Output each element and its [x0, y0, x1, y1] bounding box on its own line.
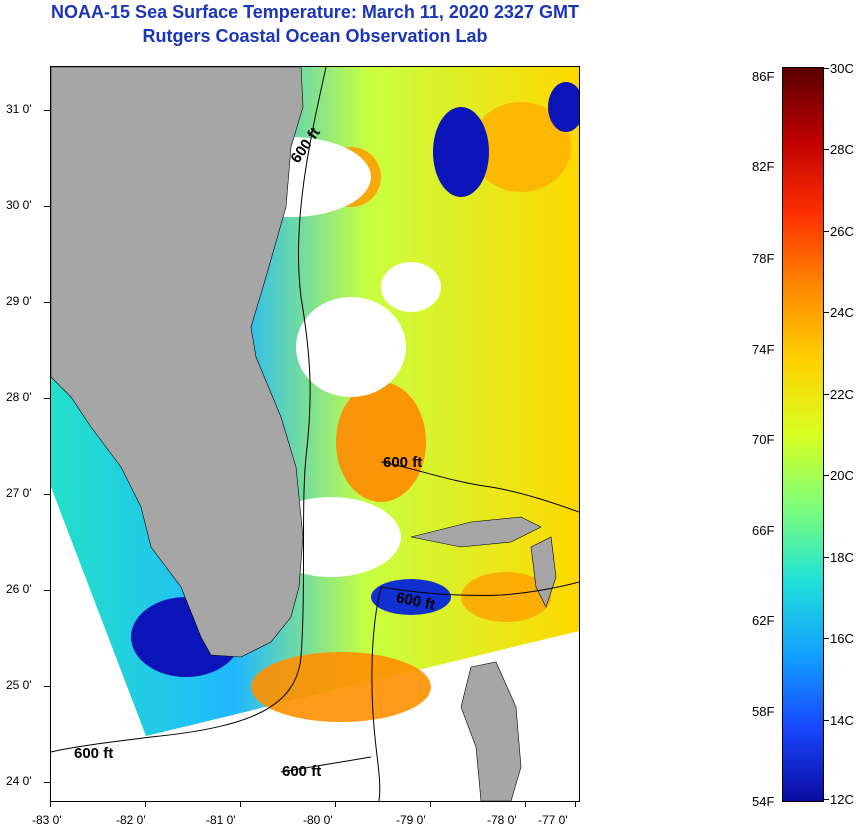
- contour-label-600ft: 600 ft: [282, 763, 322, 780]
- contour-line: [280, 756, 372, 773]
- colorbar-f-label: 74F: [752, 342, 775, 357]
- lat-tick-label: 30 0': [6, 198, 32, 212]
- colorbar-f-label: 70F: [752, 432, 775, 447]
- temperature-colorbar: [782, 67, 824, 802]
- lon-tick-label: -79 0': [396, 813, 426, 827]
- warm-patch: [336, 382, 426, 502]
- lon-tick-label: -81 0': [206, 813, 236, 827]
- grand-bahama-island: [410, 516, 542, 548]
- sst-map: 600 ft 600 ft 600 ft 600 ft 600 ft: [50, 66, 580, 802]
- chart-subtitle: Rutgers Coastal Ocean Observation Lab: [142, 26, 488, 46]
- colorbar-f-label: 62F: [752, 613, 775, 628]
- abaco-island: [530, 536, 557, 608]
- cold-patch: [371, 579, 451, 615]
- colorbar-c-label: 22C: [830, 387, 854, 402]
- colorbar-f-label: 58F: [752, 704, 775, 719]
- warm-patch: [461, 572, 551, 622]
- colorbar-f-label: 66F: [752, 523, 775, 538]
- warm-patch: [251, 652, 431, 722]
- lat-tick-label: 27 0': [6, 486, 32, 500]
- colorbar-c-label: 24C: [830, 305, 854, 320]
- contour-line: [51, 67, 327, 753]
- lat-tick-label: 25 0': [6, 678, 32, 692]
- contour-line: [380, 461, 579, 513]
- colorbar-f-label: 54F: [752, 794, 775, 809]
- lat-tick-label: 26 0': [6, 582, 32, 596]
- lat-tick-label: 24 0': [6, 774, 32, 788]
- contour-label-600ft: 600 ft: [74, 745, 114, 762]
- cloud-patch: [296, 297, 406, 397]
- lon-tick-label: -82 0': [116, 813, 146, 827]
- colorbar-c-label: 30C: [830, 61, 854, 76]
- lon-tick-label: -80 0': [303, 813, 333, 827]
- colorbar-f-label: 78F: [752, 251, 775, 266]
- colorbar-c-label: 18C: [830, 550, 854, 565]
- lon-tick-label: -78 0': [487, 813, 517, 827]
- lat-tick-label: 29 0': [6, 294, 32, 308]
- colorbar-c-label: 12C: [830, 792, 854, 807]
- lon-tick-label: -83 0': [32, 813, 62, 827]
- colorbar-c-label: 16C: [830, 631, 854, 646]
- florida-landmass: [51, 67, 304, 658]
- colorbar-c-label: 28C: [830, 142, 854, 157]
- colorbar-f-label: 86F: [752, 69, 775, 84]
- lon-tick-label: -77 0': [538, 813, 568, 827]
- colorbar-c-label: 14C: [830, 713, 854, 728]
- colorbar-f-label: 82F: [752, 159, 775, 174]
- cold-patch: [548, 82, 579, 132]
- cold-patch: [433, 107, 489, 197]
- colorbar-c-label: 20C: [830, 468, 854, 483]
- sst-map-canvas: [51, 67, 579, 801]
- lat-tick-label: 28 0': [6, 390, 32, 404]
- chart-title: NOAA-15 Sea Surface Temperature: March 1…: [51, 2, 579, 22]
- contour-line: [380, 581, 579, 596]
- colorbar-c-label: 26C: [830, 224, 854, 239]
- contour-label-600ft: 600 ft: [383, 454, 423, 471]
- cloud-patch: [381, 262, 441, 312]
- lat-tick-label: 31 0': [6, 102, 32, 116]
- warm-patch: [471, 102, 571, 192]
- contour-line: [371, 586, 382, 801]
- andros-island: [460, 661, 522, 801]
